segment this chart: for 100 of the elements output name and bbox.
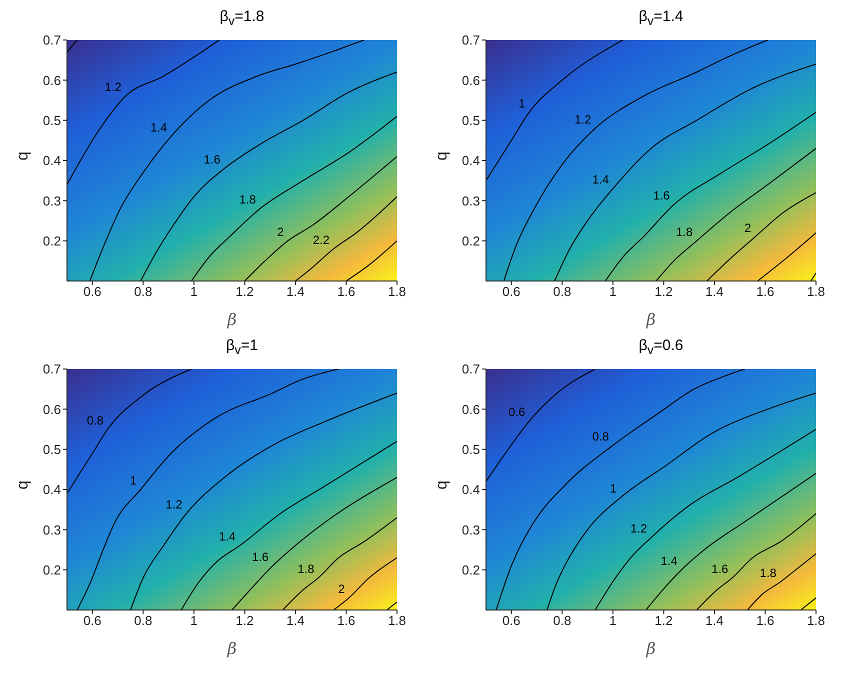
line-series <box>67 369 192 494</box>
y-tick-label: 0.3 <box>42 193 61 208</box>
line-series <box>546 392 816 610</box>
series-label: 2 <box>277 224 284 239</box>
y-tick-label: 0.4 <box>42 153 61 168</box>
series-label: 1.4 <box>660 554 678 568</box>
x-tick-label: 1.2 <box>236 613 254 628</box>
y-axis-title: q <box>434 480 451 490</box>
y-axis-title: q <box>14 480 32 490</box>
y-tick-label: 0.4 <box>42 482 61 498</box>
series-label: 1.8 <box>760 566 777 580</box>
series-label: 1.8 <box>298 562 315 576</box>
line-series <box>130 392 397 610</box>
line-series <box>180 440 397 610</box>
y-tick-label: 0.5 <box>42 442 61 457</box>
x-tick-label: 1 <box>190 284 198 300</box>
x-tick-label: 0.8 <box>553 284 572 300</box>
line-series <box>645 472 816 610</box>
line-series <box>746 553 816 610</box>
x-axis-title: β <box>645 310 656 329</box>
line-series <box>294 196 397 281</box>
y-tick-label: 0.7 <box>42 32 61 48</box>
series-label: 1 <box>518 96 526 110</box>
x-axis-title: β <box>645 639 656 658</box>
line-series <box>140 72 397 281</box>
y-tick-label: 0.5 <box>462 442 480 457</box>
x-tick-label: 1.8 <box>806 613 826 628</box>
y-tick-label: 0.3 <box>462 193 480 208</box>
y-tick-label: 0.6 <box>462 402 480 417</box>
series-label: 1.8 <box>239 192 256 207</box>
y-tick-label: 0.6 <box>42 402 61 417</box>
x-tick-label: 1.2 <box>654 613 673 628</box>
chart-title: β$_{v}$=1.8 <box>218 8 266 30</box>
series-label: 2 <box>744 220 752 235</box>
chart-title: β$_{v}$=1 <box>225 337 259 359</box>
chart-title: β$_{v}$=0.6 <box>638 337 684 359</box>
y-tick-label: 0.7 <box>42 362 61 377</box>
series-label: 1.4 <box>592 172 610 187</box>
y-tick-label: 0.6 <box>42 72 61 88</box>
line-series <box>190 116 397 281</box>
line-series <box>706 192 816 281</box>
x-tick-label: 1.8 <box>388 613 406 628</box>
y-tick-label: 0.3 <box>42 522 61 538</box>
x-tick-label: 1 <box>190 613 198 628</box>
series-label: 1.2 <box>630 522 648 536</box>
y-axis-title: q <box>434 152 451 160</box>
line-series <box>503 40 768 281</box>
series-label: 1.4 <box>150 120 168 134</box>
series-label: 2.2 <box>312 232 330 247</box>
x-tick-label: 0.6 <box>83 284 102 300</box>
x-tick-label: 1.8 <box>806 284 826 300</box>
x-axis-title: β <box>226 310 237 329</box>
line-series <box>282 517 397 610</box>
series-label: 1 <box>130 474 137 488</box>
x-tick-label: 1.6 <box>756 613 774 628</box>
y-tick-label: 0.5 <box>462 112 480 128</box>
series-label: 1.6 <box>204 152 221 167</box>
y-tick-label: 0.5 <box>42 112 61 128</box>
x-tick-label: 0.6 <box>502 284 520 300</box>
y-tick-label: 0.2 <box>462 562 480 578</box>
x-tick-label: 1 <box>609 284 617 300</box>
line-series <box>76 369 340 610</box>
series-label: 1.2 <box>574 112 592 126</box>
y-tick-label: 0.4 <box>462 153 480 168</box>
chart-title: β$_{v}$=1.4 <box>638 8 684 30</box>
y-tick-label: 0.2 <box>42 233 61 248</box>
x-tick-label: 0.8 <box>553 613 572 628</box>
series-label: 1.2 <box>104 80 122 94</box>
line-series <box>67 40 220 186</box>
line-series <box>333 557 397 610</box>
y-tick-label: 0.7 <box>462 32 480 48</box>
x-tick-label: 0.8 <box>134 613 152 628</box>
x-tick-label: 1.4 <box>286 613 304 628</box>
series-label: 1 <box>610 482 617 496</box>
y-tick-label: 0.6 <box>462 72 480 88</box>
series-label: 1.6 <box>653 188 670 203</box>
series-label: 1.6 <box>712 562 729 576</box>
y-tick-label: 0.4 <box>462 482 480 498</box>
series-label: 0.8 <box>592 429 610 444</box>
series-label: 1.2 <box>166 498 183 512</box>
line-series <box>486 40 624 182</box>
x-tick-label: 1.8 <box>388 284 406 300</box>
x-tick-label: 1.4 <box>705 613 724 628</box>
series-label: 0.8 <box>86 413 104 428</box>
series-label: 1.8 <box>676 224 694 239</box>
y-tick-label: 0.2 <box>42 562 61 578</box>
series-label: 2 <box>338 582 346 596</box>
x-tick-label: 0.6 <box>83 613 102 628</box>
x-tick-label: 0.8 <box>134 284 152 300</box>
line-series <box>696 513 816 610</box>
x-tick-label: 1.6 <box>756 284 774 300</box>
x-tick-label: 1 <box>609 613 617 628</box>
series-label: 0.6 <box>508 405 526 420</box>
x-tick-label: 1.2 <box>654 284 673 300</box>
line-series <box>496 369 746 610</box>
y-tick-label: 0.2 <box>462 233 480 248</box>
y-tick-label: 0.7 <box>462 362 480 377</box>
x-tick-label: 0.6 <box>502 613 520 628</box>
y-tick-label: 0.3 <box>462 522 480 538</box>
x-tick-label: 1.6 <box>337 284 356 300</box>
